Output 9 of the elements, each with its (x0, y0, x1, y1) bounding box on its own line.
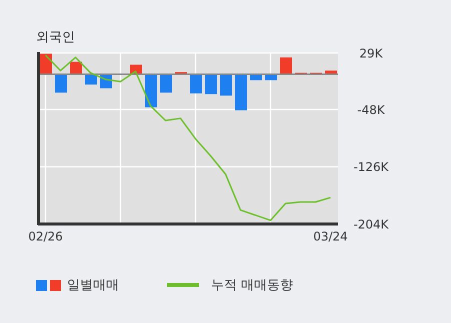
y-tick-label: -204K (353, 217, 390, 232)
y-tick-label: -126K (353, 160, 390, 174)
chart-title: 외국인 (36, 29, 75, 46)
y-tick-label: 29K (359, 46, 384, 60)
legend-label: 일별매매 (67, 277, 119, 294)
x-tick-label: 03/24 (313, 230, 348, 244)
y-tick-label: -48K (357, 102, 386, 117)
x-tick-label: 02/26 (28, 230, 63, 244)
legend-label: 누적 매매동향 (211, 277, 294, 294)
